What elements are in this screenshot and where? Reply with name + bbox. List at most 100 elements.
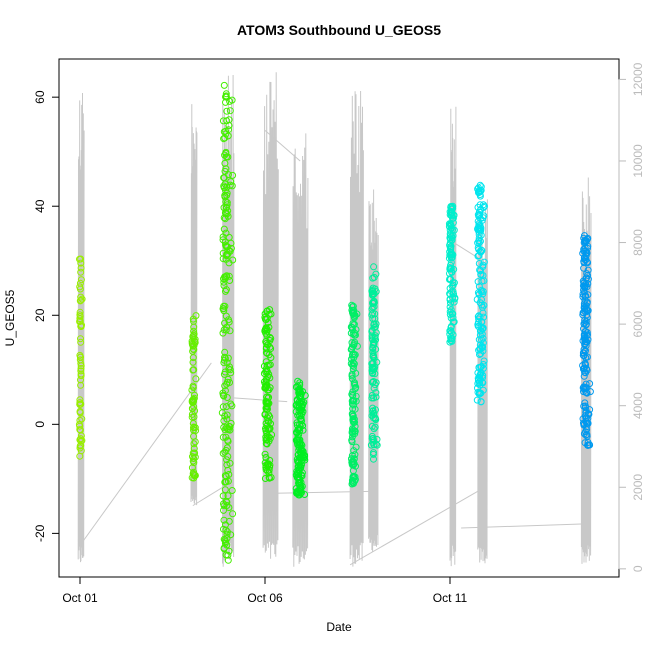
- data-point: [221, 319, 229, 327]
- data-point: [586, 406, 594, 414]
- data-point: [480, 258, 488, 266]
- data-point: [447, 306, 455, 314]
- altitude-connector-1: [192, 484, 227, 507]
- data-point: [76, 408, 84, 415]
- data-point: [225, 126, 232, 134]
- data-point: [580, 288, 588, 296]
- altitude-flight-0: [77, 92, 85, 563]
- data-point: [477, 398, 485, 406]
- data-point: [349, 415, 357, 423]
- data-point: [77, 276, 85, 284]
- y-axis-left: -20 0 20 40 60: [33, 90, 60, 542]
- data-point: [188, 410, 196, 418]
- x-tick-label: Oct 01: [62, 591, 98, 605]
- data-point: [350, 460, 358, 468]
- data-point: [219, 449, 227, 457]
- data-point: [371, 423, 379, 431]
- data-point: [477, 363, 485, 371]
- data-point: [265, 351, 273, 359]
- data-point: [297, 392, 305, 400]
- data-point: [77, 268, 85, 276]
- data-point: [221, 192, 229, 199]
- data-point: [189, 453, 196, 461]
- data-point: [583, 306, 591, 314]
- data-point: [479, 325, 487, 333]
- data-point: [189, 449, 197, 457]
- data-point: [191, 391, 198, 399]
- wind-cluster-9: [579, 232, 594, 449]
- data-point: [370, 273, 378, 281]
- data-point: [296, 485, 304, 493]
- data-point: [369, 299, 376, 307]
- data-point: [267, 335, 275, 342]
- data-point: [584, 441, 592, 449]
- data-point: [265, 469, 273, 477]
- data-point: [189, 366, 197, 374]
- data-point: [263, 376, 270, 383]
- altitude-series: [77, 72, 592, 567]
- data-point: [265, 437, 273, 445]
- data-point: [224, 375, 232, 383]
- data-point: [581, 319, 589, 327]
- data-point: [479, 263, 487, 271]
- data-point: [192, 427, 200, 434]
- data-point: [583, 311, 591, 319]
- data-point: [582, 354, 590, 362]
- data-point: [227, 178, 235, 186]
- data-point: [190, 445, 198, 452]
- data-point: [220, 506, 227, 514]
- data-point: [450, 226, 458, 234]
- data-point: [473, 396, 481, 404]
- data-point: [220, 225, 228, 233]
- data-point: [190, 471, 198, 479]
- altitude-flight-2: [222, 74, 235, 567]
- data-point: [293, 455, 301, 463]
- data-point: [372, 379, 380, 387]
- data-point: [351, 351, 359, 359]
- data-point: [583, 258, 591, 266]
- data-point: [220, 392, 228, 400]
- data-point: [449, 331, 457, 339]
- y-tick-label: -20: [33, 524, 47, 542]
- data-point: [370, 263, 378, 271]
- data-point: [351, 405, 359, 413]
- data-point: [225, 517, 233, 525]
- data-point: [77, 255, 85, 263]
- data-point: [220, 359, 228, 367]
- data-point: [227, 531, 235, 539]
- data-point: [480, 357, 488, 365]
- data-point: [77, 435, 85, 443]
- data-point: [582, 431, 590, 439]
- data-point: [372, 393, 380, 401]
- data-point: [266, 424, 274, 432]
- data-point: [580, 332, 588, 340]
- data-point: [475, 252, 483, 260]
- data-point: [476, 187, 484, 195]
- data-point: [221, 348, 229, 356]
- data-point: [222, 255, 230, 263]
- data-point: [448, 337, 456, 345]
- data-point: [480, 313, 488, 321]
- data-point: [76, 297, 84, 305]
- data-point: [348, 425, 356, 433]
- data-point: [348, 452, 356, 460]
- data-point: [296, 405, 304, 413]
- data-point: [224, 556, 232, 564]
- data-point: [295, 491, 303, 499]
- data-point: [78, 437, 86, 444]
- altitude-flight-4: [292, 133, 309, 567]
- y2-tick-label: 0: [631, 565, 645, 572]
- data-point: [225, 365, 233, 373]
- data-point: [226, 379, 233, 386]
- y-tick-label: 40: [33, 199, 47, 213]
- data-point: [189, 398, 197, 406]
- data-point: [301, 392, 309, 399]
- data-point: [77, 381, 85, 389]
- data-point: [586, 388, 594, 396]
- data-point: [480, 301, 488, 309]
- data-point: [371, 363, 379, 371]
- data-point: [297, 449, 305, 457]
- wind-cluster-2: [218, 81, 237, 564]
- data-point: [190, 403, 198, 411]
- data-point: [224, 436, 232, 444]
